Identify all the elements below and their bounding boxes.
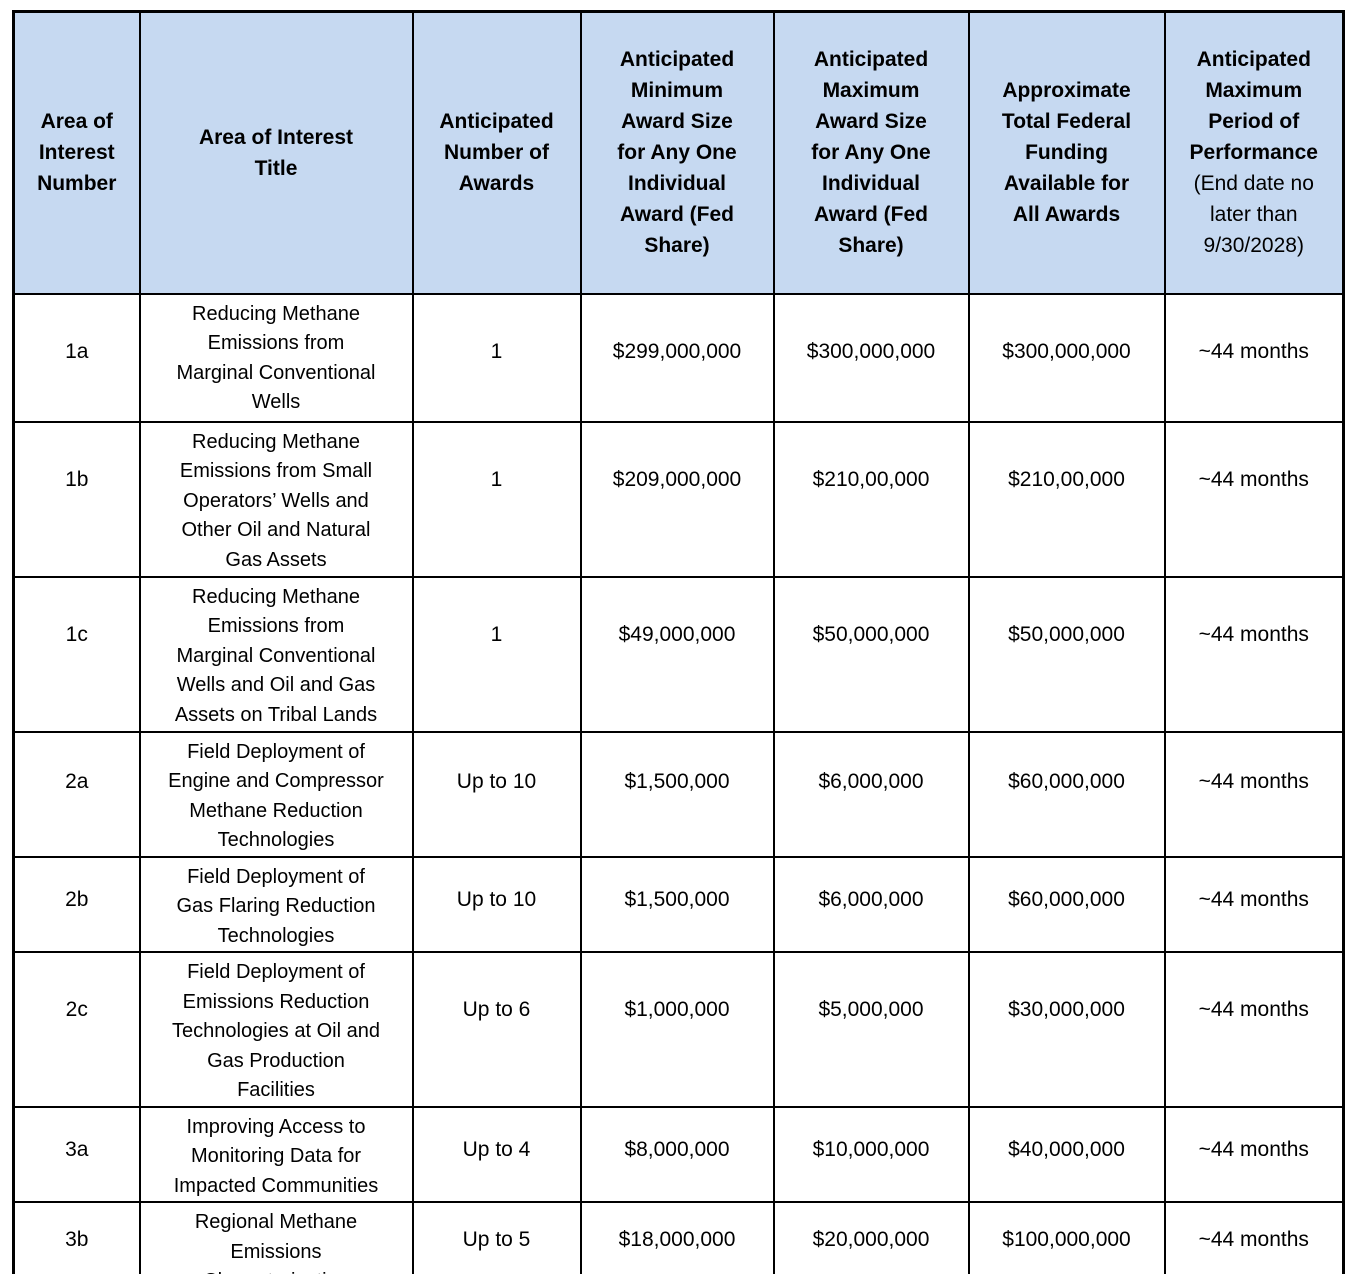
cell-min-award-size: $209,000,000 — [579, 420, 775, 578]
cell-min-award-size: $1,000,000 — [579, 951, 775, 1108]
cell-period-of-performance: ~44 months — [1163, 730, 1345, 858]
cell-period-of-performance: ~44 months — [1163, 420, 1345, 578]
cell-area-number: 1a — [12, 292, 141, 423]
col-header-end-date-note: (End date no later than 9/30/2028) — [1193, 172, 1314, 258]
cell-area-title: Regional Methane Emissions Characterizat… — [138, 1201, 414, 1274]
cell-period-of-performance: ~44 months — [1163, 292, 1345, 423]
cell-min-award-size: $299,000,000 — [579, 292, 775, 423]
cell-max-award-size: $20,000,000 — [772, 1201, 970, 1274]
col-header-anticipated-minimum-award-size: Anticipated Minimum Award Size for Any O… — [579, 10, 775, 295]
cell-max-award-size: $6,000,000 — [772, 855, 970, 953]
table-row-3a: 3a Improving Access to Monitoring Data f… — [12, 1105, 1345, 1203]
cell-max-award-size: $6,000,000 — [772, 730, 970, 858]
cell-total-funding: $300,000,000 — [967, 292, 1166, 423]
cell-min-award-size: $8,000,000 — [579, 1105, 775, 1203]
col-header-label: Area of Interest Title — [198, 125, 354, 180]
col-header-label: Approximate Total Federal Funding Availa… — [1001, 79, 1132, 227]
col-header-anticipated-maximum-award-size: Anticipated Maximum Award Size for Any O… — [772, 10, 970, 295]
col-header-label: Anticipated Maximum Period of Performanc… — [1189, 48, 1318, 165]
col-header-label: Area of Interest Number — [37, 110, 117, 196]
cell-period-of-performance: ~44 months — [1163, 951, 1345, 1108]
cell-period-of-performance: ~44 months — [1163, 855, 1345, 953]
cell-area-title: Field Deployment of Emissions Reduction … — [138, 951, 414, 1108]
cell-area-number: 3a — [12, 1105, 141, 1203]
table-body: 1a Reducing Methane Emissions from Margi… — [12, 292, 1345, 1274]
table-row-2a: 2a Field Deployment of Engine and Compre… — [12, 730, 1345, 858]
cell-max-award-size: $210,00,000 — [772, 420, 970, 578]
cell-number-of-awards: Up to 6 — [411, 951, 582, 1108]
cell-number-of-awards: 1 — [411, 420, 582, 578]
cell-max-award-size: $5,000,000 — [772, 951, 970, 1108]
cell-number-of-awards: Up to 10 — [411, 730, 582, 858]
table-row-3b: 3b Regional Methane Emissions Characteri… — [12, 1201, 1345, 1274]
table-row-2b: 2b Field Deployment of Gas Flaring Reduc… — [12, 855, 1345, 953]
cell-min-award-size: $1,500,000 — [579, 730, 775, 858]
cell-period-of-performance: ~44 months — [1163, 1105, 1345, 1203]
cell-total-funding: $40,000,000 — [967, 1105, 1166, 1203]
col-header-label: Anticipated Minimum Award Size for Any O… — [617, 48, 737, 258]
cell-total-funding: $210,00,000 — [967, 420, 1166, 578]
cell-area-number: 1b — [12, 420, 141, 578]
cell-area-title: Reducing Methane Emissions from Marginal… — [138, 575, 414, 733]
col-header-label: Anticipated Number of Awards — [439, 110, 554, 196]
table-row-1b: 1b Reducing Methane Emissions from Small… — [12, 420, 1345, 578]
cell-area-title: Reducing Methane Emissions from Small Op… — [138, 420, 414, 578]
table-row-2c: 2c Field Deployment of Emissions Reducti… — [12, 951, 1345, 1108]
table-row-1a: 1a Reducing Methane Emissions from Margi… — [12, 292, 1345, 423]
col-header-area-of-interest-title: Area of Interest Title — [138, 10, 414, 295]
cell-max-award-size: $50,000,000 — [772, 575, 970, 733]
cell-number-of-awards: Up to 10 — [411, 855, 582, 953]
cell-total-funding: $50,000,000 — [967, 575, 1166, 733]
cell-area-number: 2a — [12, 730, 141, 858]
cell-area-title: Improving Access to Monitoring Data for … — [138, 1105, 414, 1203]
col-header-area-of-interest-number: Area of Interest Number — [12, 10, 141, 295]
col-header-anticipated-maximum-period-of-performance: Anticipated Maximum Period of Performanc… — [1163, 10, 1345, 295]
funding-areas-table: Area of Interest Number Area of Interest… — [12, 10, 1345, 1274]
table-row-1c: 1c Reducing Methane Emissions from Margi… — [12, 575, 1345, 733]
cell-area-number: 2c — [12, 951, 141, 1108]
cell-total-funding: $30,000,000 — [967, 951, 1166, 1108]
cell-max-award-size: $300,000,000 — [772, 292, 970, 423]
header-row: Area of Interest Number Area of Interest… — [12, 10, 1345, 295]
cell-total-funding: $60,000,000 — [967, 730, 1166, 858]
cell-period-of-performance: ~44 months — [1163, 1201, 1345, 1274]
col-header-anticipated-number-of-awards: Anticipated Number of Awards — [411, 10, 582, 295]
cell-total-funding: $60,000,000 — [967, 855, 1166, 953]
cell-number-of-awards: Up to 5 — [411, 1201, 582, 1274]
col-header-label: Anticipated Maximum Award Size for Any O… — [811, 48, 931, 258]
cell-area-title: Field Deployment of Engine and Compresso… — [138, 730, 414, 858]
cell-area-number: 3b — [12, 1201, 141, 1274]
cell-area-title: Reducing Methane Emissions from Marginal… — [138, 292, 414, 423]
cell-min-award-size: $1,500,000 — [579, 855, 775, 953]
cell-area-number: 2b — [12, 855, 141, 953]
col-header-approximate-total-federal-funding: Approximate Total Federal Funding Availa… — [967, 10, 1166, 295]
cell-max-award-size: $10,000,000 — [772, 1105, 970, 1203]
cell-number-of-awards: 1 — [411, 575, 582, 733]
table-header: Area of Interest Number Area of Interest… — [12, 10, 1345, 295]
cell-total-funding: $100,000,000 — [967, 1201, 1166, 1274]
cell-number-of-awards: 1 — [411, 292, 582, 423]
cell-period-of-performance: ~44 months — [1163, 575, 1345, 733]
cell-min-award-size: $18,000,000 — [579, 1201, 775, 1274]
cell-number-of-awards: Up to 4 — [411, 1105, 582, 1203]
cell-min-award-size: $49,000,000 — [579, 575, 775, 733]
cell-area-title: Field Deployment of Gas Flaring Reductio… — [138, 855, 414, 953]
cell-area-number: 1c — [12, 575, 141, 733]
